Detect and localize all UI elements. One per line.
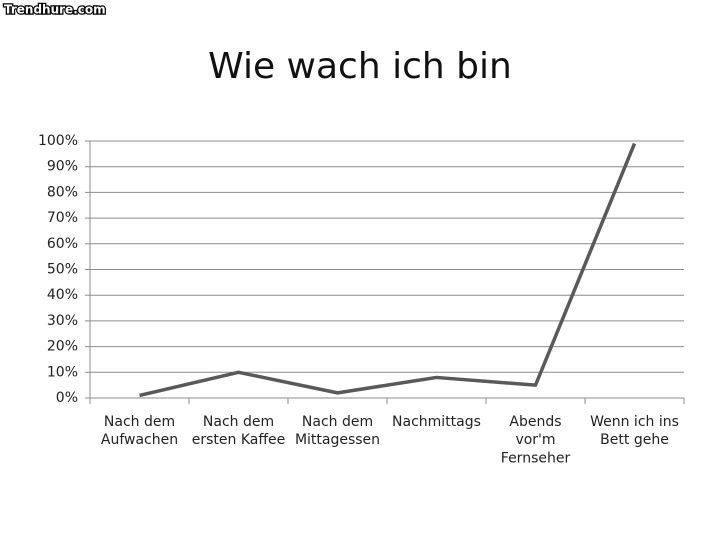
y-tick-label: 90% [47, 159, 78, 175]
y-tick-label: 100% [38, 133, 78, 149]
x-tick-label: Wenn ich ins Bett gehe [590, 414, 679, 448]
y-tick-label: 20% [47, 339, 78, 355]
x-tick-label: Nachmittags [392, 414, 481, 430]
y-tick-label: 60% [47, 236, 78, 252]
y-tick-label: 40% [47, 287, 78, 303]
y-tick-label: 10% [47, 364, 78, 380]
y-tick-label: 50% [47, 262, 78, 278]
y-tick-label: 0% [56, 390, 78, 406]
data-line [139, 142, 637, 398]
x-tick-label: Nach dem ersten Kaffee [192, 414, 285, 448]
chart-title: Wie wach ich bin [208, 46, 512, 87]
x-tick-label: Abends vor'm Fernseher [501, 414, 571, 466]
x-tick-label: Nach dem Aufwachen [101, 414, 178, 448]
x-tick-label: Nach dem Mittagessen [295, 414, 380, 448]
y-tick-label: 70% [47, 210, 78, 226]
watermark: Trendhure.com [4, 3, 106, 17]
y-tick-label: 80% [47, 184, 78, 200]
y-tick-label: 30% [47, 313, 78, 329]
